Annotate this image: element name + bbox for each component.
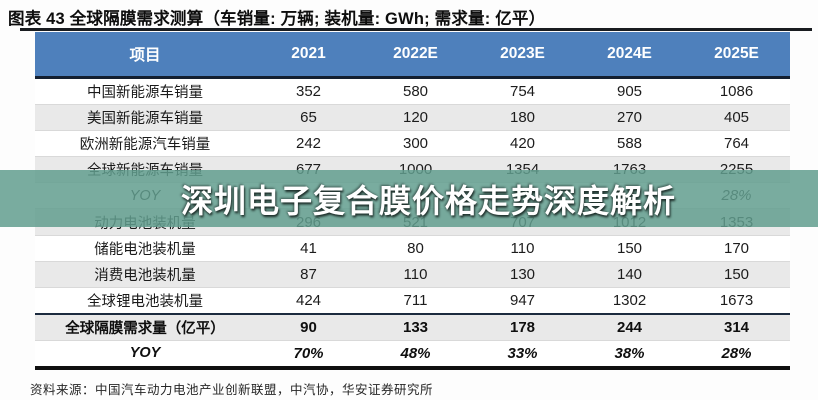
row-value: 28% [721,344,752,362]
row-label: 美国新能源车销量 [87,111,203,128]
watermark-band: 深圳电子复合膜价格走势深度解析 [0,170,818,227]
row-value: 905 [616,83,643,101]
row-value: 170 [723,239,750,257]
row-value: 405 [723,109,750,127]
row-value: 947 [509,291,536,309]
column-header-year: 2022E [393,45,438,62]
row-label: 储能电池装机量 [94,241,196,258]
row-value: 41 [300,239,317,257]
row-value: 90 [300,318,317,336]
row-value: 242 [295,135,322,153]
row-label: 全球锂电池装机量 [87,293,203,310]
row-label: 消费电池装机量 [94,267,196,284]
row-value: 110 [403,265,428,283]
table-row: 全球隔膜需求量（亿平） 90 133 178 244 314 [35,312,790,340]
row-value: 33% [507,344,538,362]
row-value: 130 [509,265,536,283]
table-row: 全球锂电池装机量 424 711 947 1302 1673 [35,286,790,313]
watermark-text: 深圳电子复合膜价格走势深度解析 [181,182,677,219]
row-value: 178 [509,318,536,336]
row-value: 1086 [719,83,754,101]
row-label: 欧洲新能源汽车销量 [79,137,211,154]
row-value: 38% [614,344,645,362]
top-divider [20,28,812,31]
row-value: 711 [403,291,428,309]
row-value: 150 [723,265,750,283]
row-value: 1673 [719,291,754,309]
row-value: 87 [300,265,317,283]
row-value: 764 [723,135,750,153]
column-header-year: 2024E [607,45,652,62]
row-value: 244 [616,318,643,336]
row-value: 588 [616,135,643,153]
table-row: YOY 70% 48% 33% 38% 28% [35,339,790,367]
row-value: 300 [402,135,429,153]
column-header-item: 项目 [129,47,161,64]
row-value: 133 [402,318,429,336]
row-value: 120 [402,109,429,127]
table-row: 储能电池装机量 41 80 110 150 170 [35,234,790,261]
table-row: 美国新能源车销量 65 120 180 270 405 [35,104,790,131]
row-value: 352 [295,83,322,101]
table-row: 欧洲新能源汽车销量 242 300 420 588 764 [35,130,790,157]
row-value: 48% [400,344,431,362]
figure-title: 图表 43 全球隔膜需求测算（车销量: 万辆; 装机量: GWh; 需求量: 亿… [8,10,546,28]
row-label: 全球隔膜需求量（亿平） [65,320,225,337]
column-header-year: 2021 [291,45,326,62]
row-value: 420 [509,135,536,153]
row-value: 754 [509,83,536,101]
row-value: 424 [295,291,322,309]
row-value: 110 [510,239,535,257]
row-value: 270 [616,109,643,127]
row-value: 314 [723,318,750,336]
table-row: 中国新能源车销量 352 580 754 905 1086 [35,79,790,105]
column-header-year: 2023E [500,45,545,62]
row-value: 580 [402,83,429,101]
row-value: 1302 [612,291,647,309]
source-note: 资料来源：中国汽车动力电池产业创新联盟，中汽协，华安证券研究所 [30,383,434,397]
row-value: 65 [300,109,317,127]
row-label: YOY [129,345,161,362]
column-header-year: 2025E [714,45,759,62]
row-value: 150 [616,239,643,257]
row-value: 140 [616,265,643,283]
row-value: 70% [293,344,324,362]
row-value: 80 [407,239,424,257]
table-row: 消费电池装机量 87 110 130 140 150 [35,260,790,287]
table-header-row: 项目 2021 2022E 2023E 2024E 2025E [35,32,790,79]
row-label: 中国新能源车销量 [87,85,203,102]
bottom-divider [35,366,790,370]
row-value: 180 [509,109,536,127]
